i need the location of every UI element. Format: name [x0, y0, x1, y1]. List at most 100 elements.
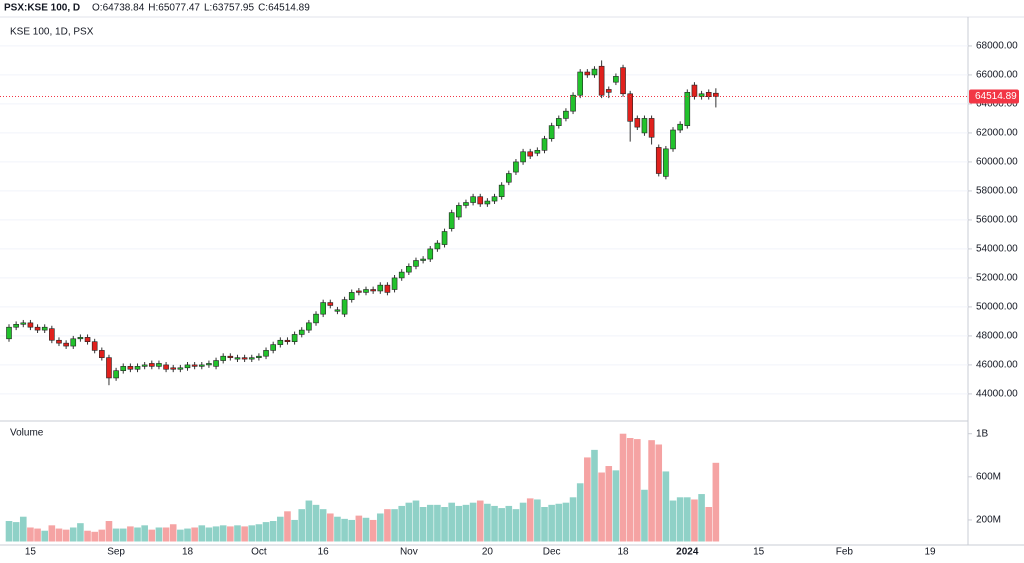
x-tick-label: 20 — [482, 547, 494, 558]
volume-bar — [691, 499, 698, 542]
volume-bar — [598, 472, 605, 542]
candle-body — [241, 357, 248, 360]
volume-bar — [234, 525, 241, 542]
volume-bar — [298, 509, 306, 542]
candle-body — [99, 350, 105, 358]
volume-bar — [398, 505, 405, 542]
candle-body — [56, 339, 62, 344]
volume-bar — [184, 528, 191, 542]
candle-body — [127, 366, 134, 370]
y-tick-label: 600M — [976, 471, 1001, 482]
volume-bar — [84, 530, 91, 542]
candle-body — [420, 258, 426, 261]
candle-body — [6, 326, 12, 340]
y-tick-label: 56000.00 — [976, 215, 1018, 226]
volume-bar — [169, 524, 177, 542]
volume-bar — [319, 509, 327, 542]
y-tick-label: 58000.00 — [976, 186, 1018, 197]
candle-body — [484, 200, 491, 205]
x-tick-label: 15 — [25, 547, 37, 558]
volume-bar — [277, 516, 284, 542]
volume-bar — [555, 503, 563, 542]
volume-bar — [312, 504, 320, 542]
volume-bar — [12, 522, 20, 542]
candle-body — [377, 284, 384, 292]
volume-bar — [569, 497, 577, 542]
candle-body — [206, 363, 212, 366]
x-tick-label: Oct — [251, 547, 267, 558]
volume-bar — [626, 438, 634, 542]
volume-bar — [698, 494, 705, 542]
candle-body — [570, 94, 576, 112]
candle-body — [527, 151, 534, 157]
candle-body — [456, 205, 462, 218]
volume-bar — [612, 470, 620, 542]
candle-body — [363, 289, 369, 293]
candle-body — [298, 329, 305, 335]
volume-bar — [441, 507, 448, 542]
volume-bar — [584, 457, 591, 542]
volume-bar — [655, 444, 663, 542]
volume-bar — [305, 500, 313, 542]
volume-bar — [134, 527, 141, 542]
candle-body — [234, 357, 241, 360]
volume-bar — [291, 519, 298, 542]
candle-body — [70, 338, 77, 347]
volume-bar — [334, 516, 341, 542]
candle-body — [256, 355, 262, 358]
candle-body — [713, 92, 719, 97]
chart-title: KSE 100, 1D, PSX — [10, 27, 94, 38]
candle-body — [227, 355, 234, 358]
volume-bar — [91, 531, 98, 542]
volume-bar — [69, 527, 77, 542]
volume-bar — [98, 529, 106, 542]
candle-body — [663, 148, 669, 177]
candle-body — [434, 242, 441, 250]
candle-body — [684, 92, 691, 126]
candle-body — [448, 212, 455, 229]
volume-bar — [576, 483, 584, 542]
candle-body — [491, 196, 498, 202]
volume-bar — [498, 508, 505, 542]
x-tick-label: 15 — [753, 547, 765, 558]
volume-bar — [462, 504, 470, 542]
volume-bar — [62, 529, 70, 542]
y-tick-label: 46000.00 — [976, 360, 1018, 371]
y-tick-label: 200M — [976, 515, 1001, 526]
volume-bar — [55, 528, 63, 542]
candle-body — [477, 196, 484, 205]
candle-body — [134, 366, 141, 370]
candle-body — [63, 342, 69, 347]
volume-bar — [41, 530, 48, 542]
candle-body — [370, 289, 376, 292]
volume-title: Volume — [10, 428, 44, 439]
volume-bar — [534, 499, 541, 542]
y-tick-label: 1B — [976, 428, 989, 439]
candle-body — [263, 350, 269, 357]
candle-body — [156, 363, 162, 367]
candle-body — [505, 173, 512, 183]
candle-body — [605, 89, 612, 93]
symbol: PSX:KSE 100, D — [4, 3, 80, 14]
volume-bar — [605, 466, 613, 542]
candle-body — [384, 284, 391, 293]
candle-body — [13, 324, 19, 328]
ohlc-label: L: — [204, 3, 212, 14]
volume-bar — [484, 503, 491, 542]
candle-body — [470, 196, 476, 203]
volume-bar — [541, 507, 548, 542]
candle-body — [655, 147, 662, 174]
x-tick-label: 18 — [617, 547, 629, 558]
candle-body — [341, 299, 348, 315]
y-tick-label: 68000.00 — [976, 41, 1018, 52]
y-tick-label: 62000.00 — [976, 128, 1018, 139]
candle-body — [348, 292, 355, 300]
candle-body — [391, 277, 398, 290]
candle-body — [248, 357, 255, 360]
y-tick-label: 66000.00 — [976, 70, 1018, 81]
x-tick-label: 16 — [318, 547, 330, 558]
volume-bar — [355, 515, 363, 542]
candle-body — [41, 326, 48, 331]
candle-body — [356, 290, 362, 293]
